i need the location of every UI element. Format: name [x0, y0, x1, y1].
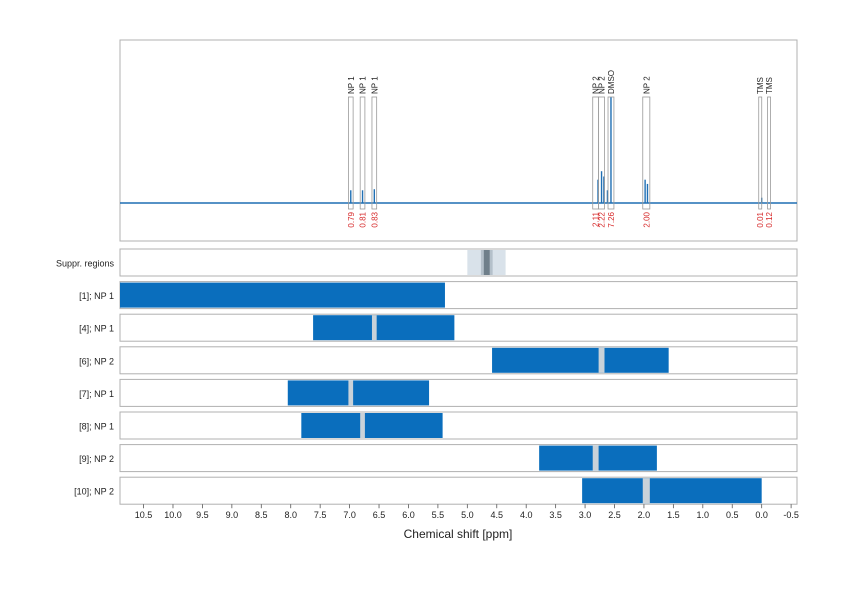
row-label: [8]; NP 1 — [79, 422, 114, 432]
peak-range-box — [359, 96, 366, 210]
row-label: [4]; NP 1 — [79, 324, 114, 334]
x-tick-label: 6.0 — [402, 510, 415, 520]
range-gap — [598, 347, 605, 373]
peak-range-box — [607, 96, 615, 210]
range-gap — [348, 380, 354, 406]
x-tick-label: 6.5 — [373, 510, 386, 520]
peak-range-box — [642, 96, 651, 210]
range-gap — [592, 445, 599, 471]
row-label: [10]; NP 2 — [74, 487, 114, 497]
row-frame — [119, 248, 798, 277]
peak-range-box — [371, 96, 378, 210]
x-tick-label: 7.5 — [314, 510, 327, 520]
range-gap — [642, 478, 650, 504]
x-tick-label: 1.5 — [667, 510, 680, 520]
peak-label: DMSO — [607, 70, 616, 94]
peak-range-box — [348, 96, 354, 210]
range-bar — [120, 282, 445, 308]
x-axis: 10.5 10.0 9.5 9.0 8.5 8.0 7.5 7.0 6.5 6.0 5.5 5.0 4.… — [135, 504, 799, 520]
peak-integral: 0.83 — [370, 211, 379, 227]
x-tick-label: 3.0 — [579, 510, 592, 520]
row-label: [6]; NP 2 — [79, 356, 114, 366]
x-tick-label: 5.5 — [432, 510, 445, 520]
peak-integral: 0.79 — [347, 211, 356, 227]
x-tick-label: 9.0 — [226, 510, 239, 520]
x-tick-label: 5.0 — [461, 510, 474, 520]
x-tick-label: 3.5 — [549, 510, 562, 520]
peak-label: NP 1 — [359, 76, 368, 94]
row-label: [7]; NP 1 — [79, 389, 114, 399]
peak-integral: 2.11 — [592, 211, 601, 227]
x-tick-label: -0.5 — [783, 510, 799, 520]
peak-range-box — [767, 96, 771, 210]
x-tick-label: 10.0 — [164, 510, 182, 520]
range-bar — [287, 380, 430, 406]
row-frame — [119, 378, 798, 407]
range-bar — [492, 347, 669, 373]
peak-integral: 2.00 — [642, 211, 651, 227]
x-tick-label: 1.0 — [697, 510, 710, 520]
x-tick-label: 4.5 — [491, 510, 504, 520]
x-tick-label: 9.5 — [196, 510, 209, 520]
peak-label: NP 1 — [347, 76, 356, 94]
spectrum-panel: NP 1 0.79 NP 1 0.81 NP 1 0.83 NP 2 2.11 NP 2 2.22… — [119, 39, 798, 242]
row-frame — [119, 313, 798, 342]
peak-label: NP 2 — [642, 76, 651, 94]
peak-integral: 0.12 — [765, 211, 774, 227]
x-tick-label: 0.5 — [726, 510, 739, 520]
peak-range-box — [598, 96, 605, 210]
x-axis-title: Chemical shift [ppm] — [404, 527, 513, 541]
range-gap — [360, 413, 365, 438]
x-tick-label: 2.0 — [638, 510, 651, 520]
x-tick-label: 0.0 — [755, 510, 768, 520]
range-bar — [582, 478, 762, 504]
peak-label: NP 1 — [370, 76, 379, 94]
x-tick-label: 8.0 — [284, 510, 297, 520]
range-rows: Suppr. regions [1]; NP 1 [4]; NP 1 [6]; NP … — [56, 248, 798, 505]
peak-label: NP 2 — [592, 76, 601, 94]
x-tick-label: 8.5 — [255, 510, 268, 520]
row-label: Suppr. regions — [56, 259, 115, 269]
range-bar — [301, 413, 443, 438]
peak-integral: 2.22 — [598, 211, 607, 227]
x-tick-label: 4.0 — [520, 510, 533, 520]
spectrum-frame — [119, 39, 798, 242]
peak-integral: 0.01 — [756, 211, 765, 227]
peak-label: NP 2 — [598, 76, 607, 94]
peak-label: TMS — [756, 77, 765, 94]
range-bar — [313, 315, 455, 341]
row-label: [1]; NP 1 — [79, 291, 114, 301]
x-tick-label: 10.5 — [135, 510, 153, 520]
row-frame — [119, 411, 798, 440]
row-frame — [119, 346, 798, 375]
suppression-region-core — [483, 250, 490, 275]
row-frame — [119, 444, 798, 473]
peak-range-box — [758, 96, 763, 210]
x-tick-label: 2.5 — [608, 510, 621, 520]
range-gap — [371, 315, 377, 341]
peak-integral: 0.81 — [359, 211, 368, 227]
peak-integral: 7.26 — [607, 211, 616, 227]
peak-label: TMS — [765, 77, 774, 94]
x-tick-label: 7.0 — [343, 510, 356, 520]
row-label: [9]; NP 2 — [79, 454, 114, 464]
